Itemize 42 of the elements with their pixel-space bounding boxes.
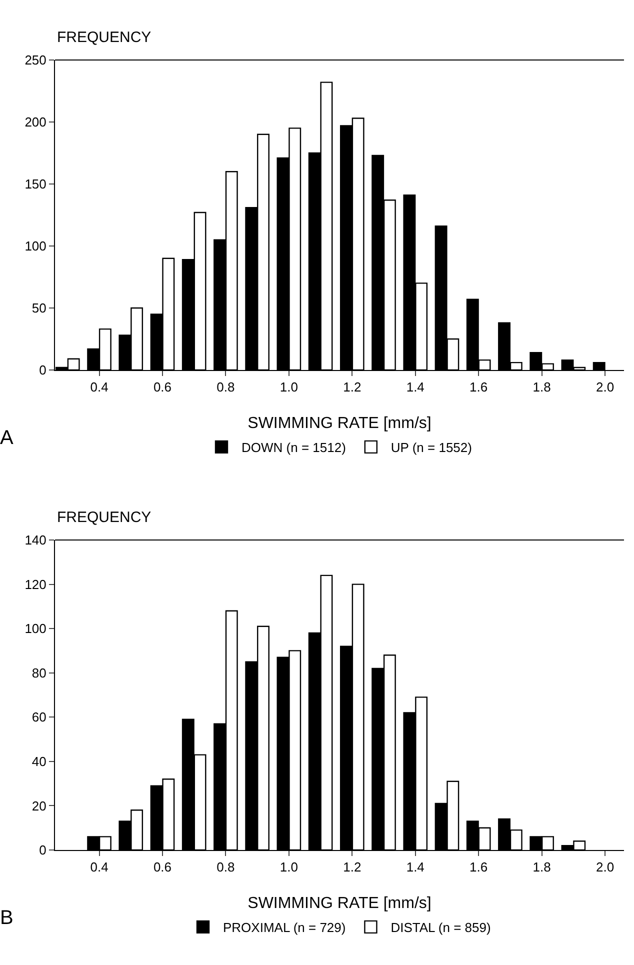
x-tick-label: 1.0 bbox=[280, 380, 298, 395]
y-tick-label: 50 bbox=[32, 300, 46, 316]
y-axis-title: FREQUENCY bbox=[57, 509, 152, 526]
text: A bbox=[0, 427, 14, 449]
y-axis-title: FREQUENCY bbox=[57, 29, 152, 46]
y-tick-label: 250 bbox=[24, 52, 46, 68]
y-tick-label: 40 bbox=[32, 754, 46, 769]
legend-label: DOWN (n = 1512) bbox=[242, 440, 346, 456]
y-tick-label: 0 bbox=[39, 362, 46, 378]
x-tick-label: 1.0 bbox=[280, 860, 298, 875]
y-tick-label: 150 bbox=[24, 176, 46, 192]
x-tick-label: 1.2 bbox=[343, 380, 362, 395]
y-tick-label: 100 bbox=[24, 621, 46, 636]
x-tick-label: 1.6 bbox=[470, 380, 488, 395]
y-tick-label: 0 bbox=[39, 842, 46, 858]
text: B bbox=[0, 907, 14, 929]
x-axis-title: SWIMMING RATE [mm/s] bbox=[248, 415, 432, 432]
legend-label: UP (n = 1552) bbox=[390, 440, 472, 456]
legend-label: DISTAL (n = 859) bbox=[390, 920, 491, 936]
y-tick-label: 100 bbox=[24, 238, 46, 254]
x-tick-label: 0.4 bbox=[90, 860, 108, 875]
x-tick-label: 2.0 bbox=[596, 380, 614, 395]
x-tick-label: 1.6 bbox=[470, 860, 488, 875]
x-tick-label: 1.8 bbox=[532, 380, 551, 395]
y-tick-label: 120 bbox=[24, 576, 46, 592]
x-tick-label: 0.8 bbox=[216, 860, 235, 875]
x-axis-title: SWIMMING RATE [mm/s] bbox=[248, 895, 432, 912]
y-tick-label: 60 bbox=[32, 710, 46, 725]
x-tick-label: 1.2 bbox=[343, 860, 362, 875]
y-tick-label: 20 bbox=[32, 798, 46, 814]
x-tick-label: 1.8 bbox=[532, 860, 551, 875]
y-tick-label: 80 bbox=[32, 665, 46, 680]
y-tick-label: 140 bbox=[24, 532, 46, 548]
x-tick-label: 1.4 bbox=[406, 860, 424, 875]
x-tick-label: 0.6 bbox=[153, 380, 172, 395]
x-tick-label: 2.0 bbox=[596, 860, 614, 875]
y-tick-label: 200 bbox=[24, 114, 46, 130]
x-tick-label: 0.6 bbox=[153, 860, 172, 875]
x-tick-label: 1.4 bbox=[406, 380, 424, 395]
x-tick-label: 0.4 bbox=[90, 380, 108, 395]
legend-label: PROXIMAL (n = 729) bbox=[223, 920, 346, 936]
x-tick-label: 0.8 bbox=[216, 380, 235, 395]
